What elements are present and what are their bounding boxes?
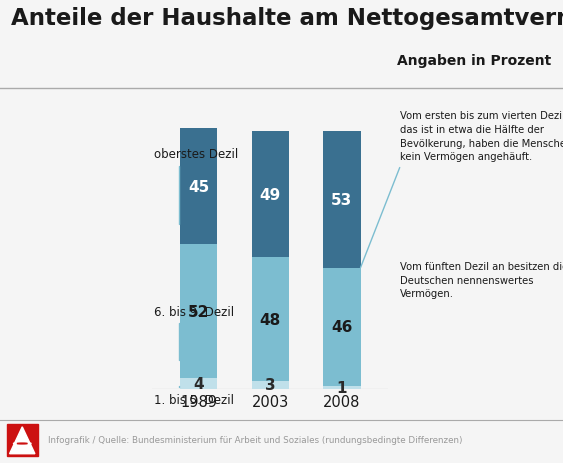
Text: 49: 49 [260, 187, 281, 202]
Text: 1. bis 5. Dezil: 1. bis 5. Dezil [154, 387, 234, 406]
Bar [323, 386, 360, 389]
Text: Vom fünften Dezil an besitzen die
Deutschen nennenswertes
Vermögen.: Vom fünften Dezil an besitzen die Deutsc… [400, 262, 563, 299]
Bar [180, 245, 217, 379]
Circle shape [14, 443, 32, 444]
Text: 4: 4 [193, 376, 204, 391]
Text: 3: 3 [265, 378, 275, 393]
Text: Vom ersten bis zum vierten Dezil,
das ist in etwa die Hälfte der
Bevölkerung, ha: Vom ersten bis zum vierten Dezil, das is… [400, 111, 563, 162]
FancyBboxPatch shape [7, 424, 38, 456]
Text: 52: 52 [188, 304, 209, 319]
Bar [180, 129, 217, 245]
Text: Angaben in Prozent: Angaben in Prozent [397, 54, 552, 68]
Text: 53: 53 [331, 193, 352, 207]
Text: Infografik / Quelle: Bundesministerium für Arbeit und Soziales (rundungsbedingte: Infografik / Quelle: Bundesministerium f… [48, 435, 462, 444]
Bar [252, 258, 289, 381]
Text: 1: 1 [337, 380, 347, 395]
Circle shape [17, 443, 28, 444]
Text: Anteile der Haushalte am Nettogesamtvermögen: Anteile der Haushalte am Nettogesamtverm… [11, 7, 563, 31]
Text: 48: 48 [260, 312, 281, 327]
Text: 6. bis 9. Dezil: 6. bis 9. Dezil [154, 305, 234, 360]
Bar [252, 381, 289, 389]
Bar [180, 379, 217, 389]
Polygon shape [10, 427, 35, 454]
Text: 46: 46 [331, 320, 352, 335]
Bar [323, 131, 360, 268]
Text: oberstes Dezil: oberstes Dezil [154, 148, 238, 225]
Bar [252, 131, 289, 258]
Text: 45: 45 [188, 180, 209, 194]
Bar [323, 268, 360, 386]
